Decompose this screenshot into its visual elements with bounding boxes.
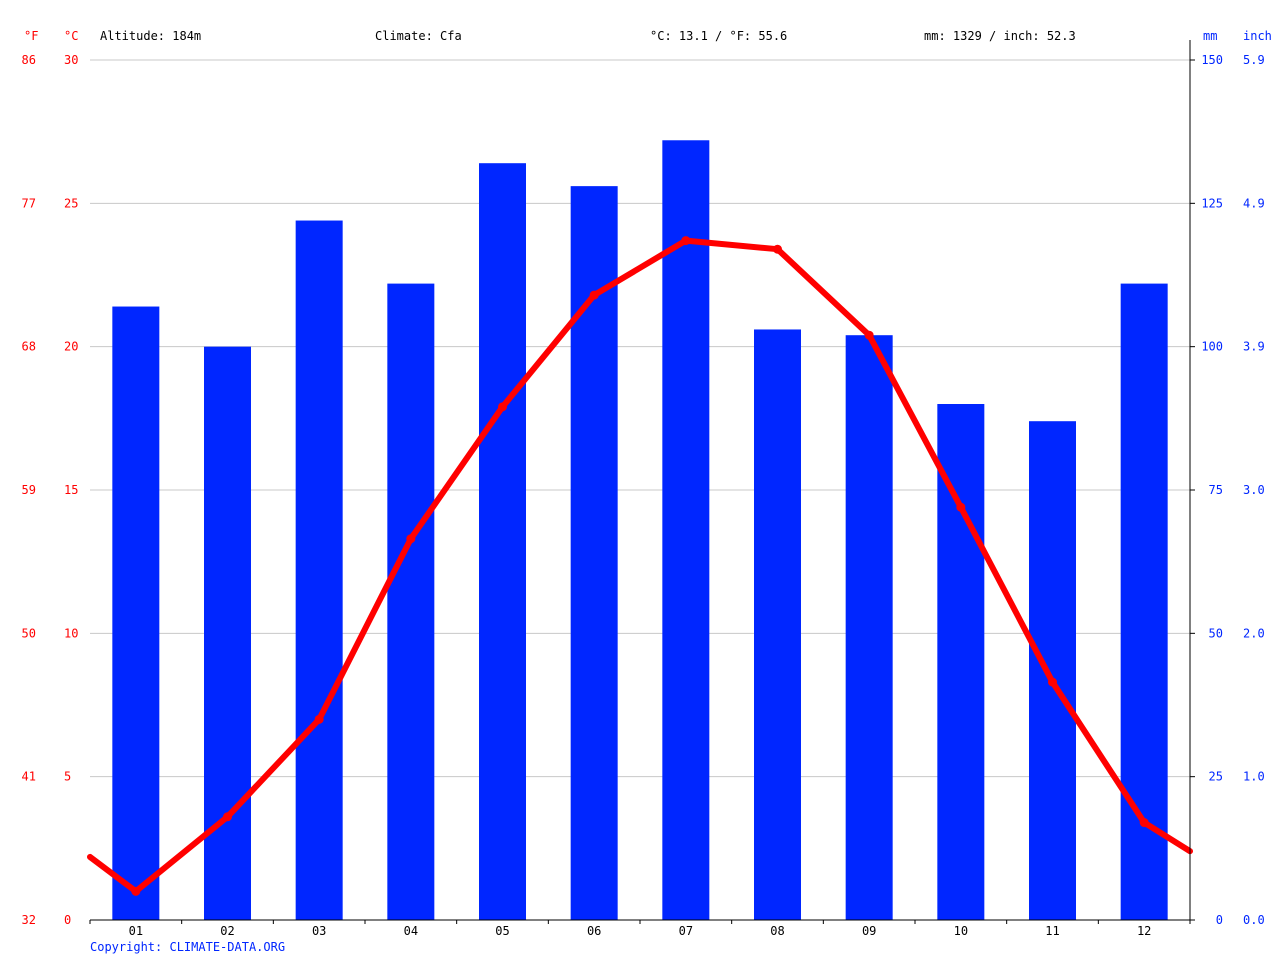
inch-tick-label: 4.9	[1243, 196, 1265, 210]
temperature-point	[498, 402, 507, 412]
precip-total-label: mm: 1329 / inch: 52.3	[924, 29, 1076, 43]
month-label: 01	[129, 924, 143, 938]
temperature-point	[956, 502, 966, 512]
precipitation-bar	[570, 186, 618, 921]
month-label: 03	[312, 924, 326, 938]
precipitation-bar	[1120, 283, 1168, 921]
month-label: 02	[220, 924, 234, 938]
mm-tick-label: 25	[1209, 770, 1223, 784]
celsius-tick-label: 10	[64, 626, 78, 640]
fahrenheit-tick-label: 41	[22, 770, 36, 784]
temperature-point	[773, 244, 782, 254]
climate-label: Climate: Cfa	[375, 29, 462, 43]
month-label: 05	[495, 924, 509, 938]
mm-tick-label: 125	[1201, 196, 1223, 210]
precipitation-bar	[204, 346, 251, 921]
precipitation-bar	[112, 306, 160, 920]
inch-tick-label: 1.0	[1243, 770, 1265, 784]
temperature-point	[1139, 818, 1149, 828]
fahrenheit-tick-label: 59	[22, 483, 36, 497]
celsius-axis-unit: °C	[64, 29, 78, 43]
precipitation-bar	[387, 283, 435, 921]
fahrenheit-axis-unit: °F	[24, 29, 38, 43]
temperature-point	[406, 534, 416, 544]
month-label: 12	[1137, 924, 1151, 938]
temperature-point	[223, 812, 232, 822]
temperature-point	[131, 886, 141, 896]
inch-tick-label: 3.9	[1243, 340, 1265, 354]
precipitation-bar	[754, 329, 801, 920]
mm-axis-unit: mm	[1203, 29, 1217, 43]
fahrenheit-tick-label: 77	[22, 196, 36, 210]
precipitation-bar	[937, 404, 985, 920]
month-label: 10	[954, 924, 968, 938]
month-label: 06	[587, 924, 601, 938]
precipitation-bars	[112, 140, 1168, 921]
month-label: 07	[679, 924, 693, 938]
celsius-tick-label: 0	[64, 913, 71, 927]
inch-axis-unit: inch	[1243, 29, 1272, 43]
precipitation-bar	[662, 140, 710, 920]
inch-tick-label: 3.0	[1243, 483, 1265, 497]
inch-tick-label: 0.0	[1243, 913, 1265, 927]
mm-tick-label: 150	[1201, 53, 1223, 67]
precipitation-bar	[479, 163, 526, 920]
axes: 32 0 41 5 50 10 59 15 68 20 77 25 86 30 0 0.0 25 1.0 50 2.0…	[22, 40, 1265, 938]
fahrenheit-tick-label: 86	[22, 53, 36, 67]
avg-temp-label: °C: 13.1 / °F: 55.6	[650, 29, 787, 43]
temperature-point	[589, 290, 599, 300]
fahrenheit-tick-label: 50	[22, 626, 36, 640]
celsius-tick-label: 30	[64, 53, 78, 67]
gridlines	[90, 59, 1190, 778]
temperature-point	[681, 236, 691, 246]
copyright-link[interactable]: Copyright: CLIMATE-DATA.ORG	[90, 940, 286, 954]
temperature-line	[87, 236, 1193, 896]
mm-tick-label: 0	[1216, 913, 1223, 927]
fahrenheit-tick-label: 68	[22, 340, 36, 354]
mm-tick-label: 100	[1201, 340, 1223, 354]
month-label: 09	[862, 924, 876, 938]
precipitation-bar	[845, 335, 893, 920]
mm-tick-label: 50	[1209, 626, 1223, 640]
celsius-tick-label: 25	[64, 196, 78, 210]
celsius-tick-label: 15	[64, 483, 78, 497]
temperature-point	[1048, 677, 1057, 687]
month-label: 11	[1045, 924, 1059, 938]
fahrenheit-tick-label: 32	[22, 913, 36, 927]
precipitation-bar	[295, 220, 343, 921]
mm-tick-label: 75	[1209, 483, 1223, 497]
inch-tick-label: 5.9	[1243, 53, 1265, 67]
month-label: 04	[404, 924, 418, 938]
precipitation-bar	[1029, 421, 1076, 920]
altitude-label: Altitude: 184m	[100, 29, 201, 43]
inch-tick-label: 2.0	[1243, 626, 1265, 640]
celsius-tick-label: 5	[64, 770, 71, 784]
temperature-series-line	[87, 237, 1193, 895]
temperature-point	[314, 714, 324, 724]
month-label: 08	[770, 924, 784, 938]
celsius-tick-label: 20	[64, 340, 78, 354]
temperature-point	[864, 330, 874, 340]
